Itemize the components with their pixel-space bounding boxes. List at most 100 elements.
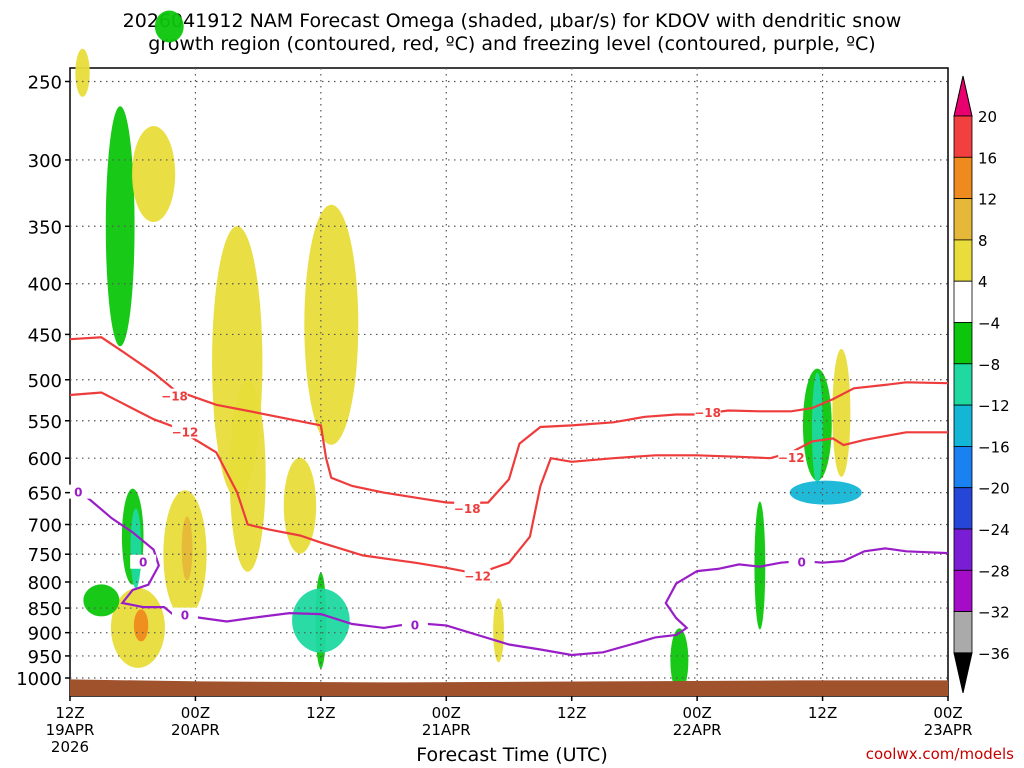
y-tick-label: 900 — [28, 624, 62, 645]
omega-region — [133, 609, 149, 642]
colorbar-bottom-triangle — [953, 652, 973, 694]
colorbar-label: 4 — [978, 273, 988, 291]
y-tick-label: 250 — [28, 73, 62, 94]
colorbar-swatch — [953, 322, 973, 365]
omega-region — [132, 126, 176, 223]
contour-label-bg — [171, 607, 198, 622]
x-tick-label: 12Z — [306, 704, 335, 722]
colorbar-swatch — [953, 363, 973, 406]
colorbar-label: −32 — [978, 604, 1010, 622]
omega-region — [229, 379, 266, 572]
omega-region — [181, 516, 193, 581]
credit-text: coolwx.com/models — [865, 745, 1014, 763]
colorbar-label: −16 — [978, 438, 1010, 456]
x-tick-label: 19APR — [46, 721, 95, 739]
y-tick-label: 700 — [28, 516, 62, 537]
y-tick-label: 1000 — [16, 669, 62, 690]
contour-label-bg — [464, 568, 491, 583]
contour-label: 0 — [139, 556, 147, 570]
y-tick-label: 300 — [28, 151, 62, 172]
colorbar-label: −28 — [978, 562, 1010, 580]
colorbar-swatch — [953, 115, 973, 158]
contour-label-bg — [171, 424, 198, 439]
y-tick-label: 650 — [28, 484, 62, 505]
omega-region — [105, 106, 135, 347]
omega-region — [789, 480, 862, 505]
y-tick-label: 350 — [28, 217, 62, 238]
omega-region — [304, 204, 359, 445]
x-tick-label: 23APR — [924, 721, 973, 739]
contour-label-bg — [65, 484, 92, 499]
snow-growth-upper-contour — [69, 336, 949, 505]
snow-growth-lower-contour — [69, 391, 948, 575]
colorbar-label: −8 — [978, 356, 1000, 374]
colorbar-swatch — [953, 156, 973, 200]
x-tick-label: 00Z — [181, 704, 210, 722]
freezing-level-contour — [69, 485, 949, 657]
colorbar-label: 12 — [978, 191, 997, 209]
colorbar-label: −36 — [978, 645, 1010, 663]
x-axis-title: Forecast Time (UTC) — [416, 744, 608, 766]
y-tick-label: 400 — [28, 275, 62, 296]
x-tick-label: 22APR — [673, 721, 722, 739]
y-tick-label: 950 — [28, 647, 62, 668]
omega-region — [283, 457, 317, 554]
y-tick-label: 550 — [28, 412, 62, 433]
colorbar-top-triangle — [953, 75, 973, 117]
x-tick-label: 20APR — [171, 721, 220, 739]
x-tick-label: 12Z — [557, 704, 586, 722]
contour-label-bg — [161, 388, 188, 403]
y-tick-label: 600 — [28, 449, 62, 470]
contour-label: −18 — [694, 406, 721, 420]
colorbar-swatch — [953, 239, 973, 282]
omega-region — [75, 48, 90, 97]
omega-region — [754, 501, 766, 630]
colorbar-swatch — [953, 198, 973, 241]
contour-label-bg — [454, 500, 481, 515]
terrain-surface — [70, 679, 948, 696]
x-tick-label: 12Z — [808, 704, 837, 722]
colorbar-swatch — [953, 280, 973, 323]
contour-label: −12 — [778, 451, 805, 465]
x-tick-label: 00Z — [682, 704, 711, 722]
contour-label-bg — [401, 617, 428, 632]
contour-label-bg — [788, 554, 815, 569]
colorbar-label: −4 — [978, 315, 1000, 333]
x-tick-label: 12Z — [55, 704, 84, 722]
contour-label-bg — [778, 450, 805, 465]
colorbar-label: −24 — [978, 521, 1010, 539]
y-tick-label: 450 — [28, 325, 62, 346]
y-tick-label: 800 — [28, 573, 62, 594]
x-tick-label: 21APR — [422, 721, 471, 739]
contour-label: −18 — [454, 502, 481, 516]
colorbar-label: −20 — [978, 480, 1010, 498]
colorbar-swatch — [953, 569, 973, 612]
omega-region — [154, 10, 184, 43]
y-tick-label: 750 — [28, 545, 62, 566]
y-tick-label: 850 — [28, 599, 62, 620]
colorbar-label: 8 — [978, 232, 988, 250]
colorbar-swatch — [953, 487, 973, 530]
omega-region — [130, 508, 142, 589]
contour-label: 0 — [797, 556, 805, 570]
contour-label: 0 — [74, 486, 82, 500]
omega-region — [493, 598, 504, 663]
colorbar-swatch — [953, 445, 973, 489]
contour-label: −18 — [161, 390, 188, 404]
contour-label: 0 — [411, 618, 419, 632]
colorbar-swatch — [953, 611, 973, 654]
omega-region — [811, 372, 823, 485]
colorbar-swatch — [953, 404, 973, 447]
x-tick-label: 2026 — [51, 738, 89, 756]
x-tick-label: 00Z — [933, 704, 962, 722]
omega-region — [83, 584, 120, 617]
contour-label-bg — [694, 404, 721, 419]
colorbar-label: −12 — [978, 397, 1010, 415]
colorbar-label: 20 — [978, 108, 997, 126]
contour-label: −12 — [464, 570, 491, 584]
omega-region — [670, 628, 689, 693]
omega-region — [832, 348, 851, 477]
colorbar-label: 16 — [978, 149, 997, 167]
x-tick-label: 00Z — [432, 704, 461, 722]
chart-title-line-2: growth region (contoured, red, ºC) and f… — [148, 33, 876, 55]
